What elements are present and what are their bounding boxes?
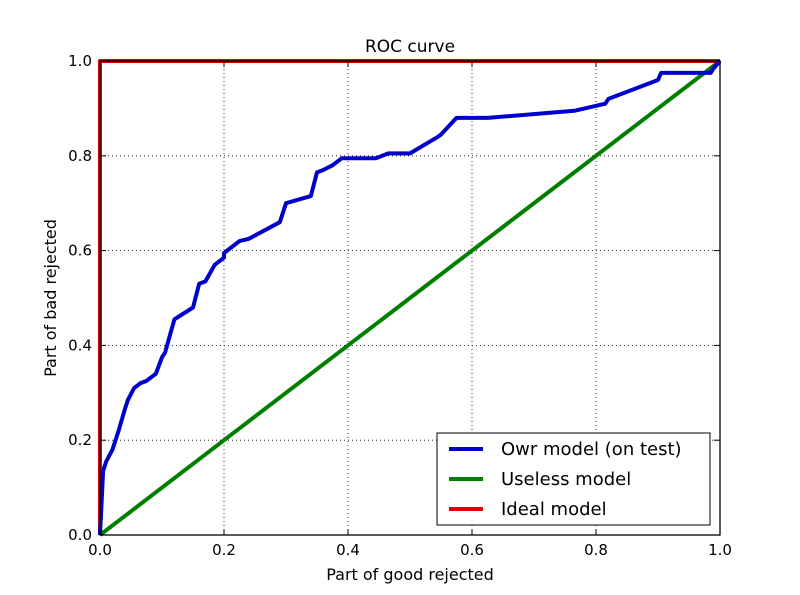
- y-tick-label: 0.8: [68, 147, 92, 165]
- plot-frame: [99, 60, 721, 536]
- x-tick-label: 1.0: [708, 541, 732, 559]
- y-tick-label: 0.4: [68, 336, 92, 354]
- x-axis-title: Part of good rejected: [326, 565, 494, 584]
- x-tick-label: 0.0: [88, 541, 112, 559]
- legend: Owr model (on test) Useless model Ideal mo…: [436, 432, 711, 526]
- x-tick-label: 0.6: [460, 541, 484, 559]
- x-tick-label: 0.8: [584, 541, 608, 559]
- y-tick-label: 1.0: [68, 52, 92, 70]
- y-ticks: 0.0 0.2 0.4 0.6 0.8 1.0: [68, 52, 720, 544]
- y-tick-label: 0.0: [68, 526, 92, 544]
- legend-label: Useless model: [501, 469, 631, 490]
- x-tick-label: 0.2: [212, 541, 236, 559]
- legend-label: Ideal model: [501, 499, 607, 520]
- y-axis-title: Part of bad rejected: [41, 219, 60, 377]
- y-tick-label: 0.2: [68, 431, 92, 449]
- y-tick-label: 0.6: [68, 242, 92, 260]
- x-ticks: 0.0 0.2 0.4 0.6 0.8 1.0: [88, 61, 732, 559]
- series-line-useless-model: [98, 59, 722, 537]
- legend-label: Owr model (on test): [501, 439, 682, 460]
- x-tick-label: 0.4: [336, 541, 360, 559]
- series-line-owr-model-on-test: [98, 59, 722, 536]
- chart-title: ROC curve: [365, 37, 455, 57]
